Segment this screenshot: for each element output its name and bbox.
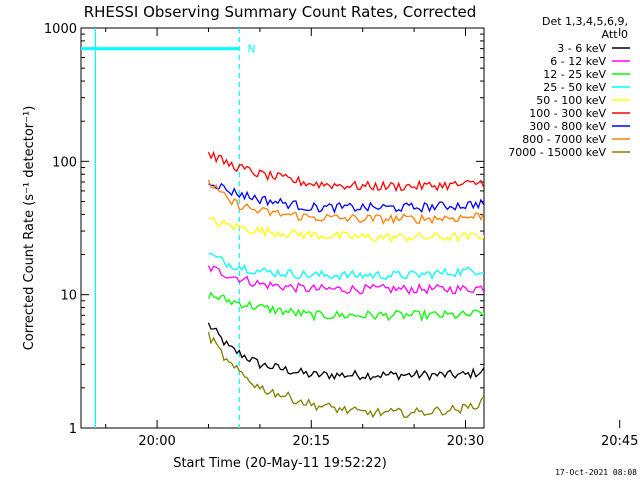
series-line — [209, 192, 640, 242]
chart-title: RHESSI Observing Summary Count Rates, Co… — [84, 3, 477, 21]
y-tick-label: 100 — [52, 155, 77, 170]
series-line — [209, 248, 640, 320]
legend-label: 25 - 50 keV — [543, 81, 606, 94]
x-axis-label: Start Time (20-May-11 19:52:22) — [173, 456, 387, 471]
x-tick-label: 20:00 — [138, 434, 175, 449]
x-tick-label: 20:30 — [447, 434, 484, 449]
x-tick-label: 20:45 — [601, 434, 638, 449]
plot-frame — [81, 28, 484, 428]
legend-label: 300 - 800 keV — [529, 120, 606, 133]
legend-label: 3 - 6 keV — [557, 42, 606, 55]
annotation-label: N — [247, 43, 255, 56]
series-line — [209, 258, 640, 294]
y-axis-label: Corrected Count Rate (s⁻¹ detector⁻¹) — [22, 106, 37, 351]
series-layer — [209, 143, 640, 417]
legend-label: 6 - 12 keV — [550, 55, 606, 68]
series-line — [209, 305, 640, 418]
legend-label: 100 - 300 keV — [529, 107, 606, 120]
legend-label: 800 - 7000 keV — [522, 133, 606, 146]
y-tick-label: 10 — [60, 289, 77, 304]
series-line — [209, 164, 640, 212]
legend-label: 12 - 25 keV — [543, 68, 606, 81]
series-line — [209, 292, 640, 380]
y-tick-label: 1 — [69, 422, 77, 437]
legend-label: 7000 - 15000 keV — [508, 146, 606, 159]
legend-header: Att 0 — [602, 28, 628, 41]
y-tick-label: 1000 — [44, 22, 77, 37]
x-tick-label: 20:15 — [293, 434, 330, 449]
annotations-layer: NS — [81, 36, 640, 55]
legend-label: 50 - 100 keV — [536, 94, 606, 107]
series-line — [209, 175, 640, 224]
legend-header: Det 1,3,4,5,6,9, — [542, 15, 628, 28]
timestamp-stamp: 17-Oct-2021 08:08 — [555, 468, 637, 477]
